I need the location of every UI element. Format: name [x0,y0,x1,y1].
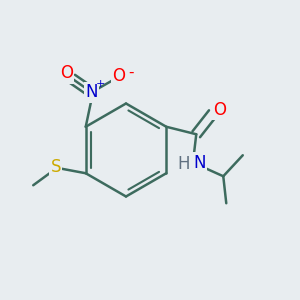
Text: O: O [213,100,226,118]
Text: H: H [177,155,190,173]
Text: +: + [95,79,105,89]
Text: O: O [112,67,125,85]
Text: N: N [85,83,98,101]
Text: S: S [50,158,61,176]
Text: -: - [128,65,134,80]
Text: N: N [194,154,206,172]
Text: O: O [60,64,73,82]
